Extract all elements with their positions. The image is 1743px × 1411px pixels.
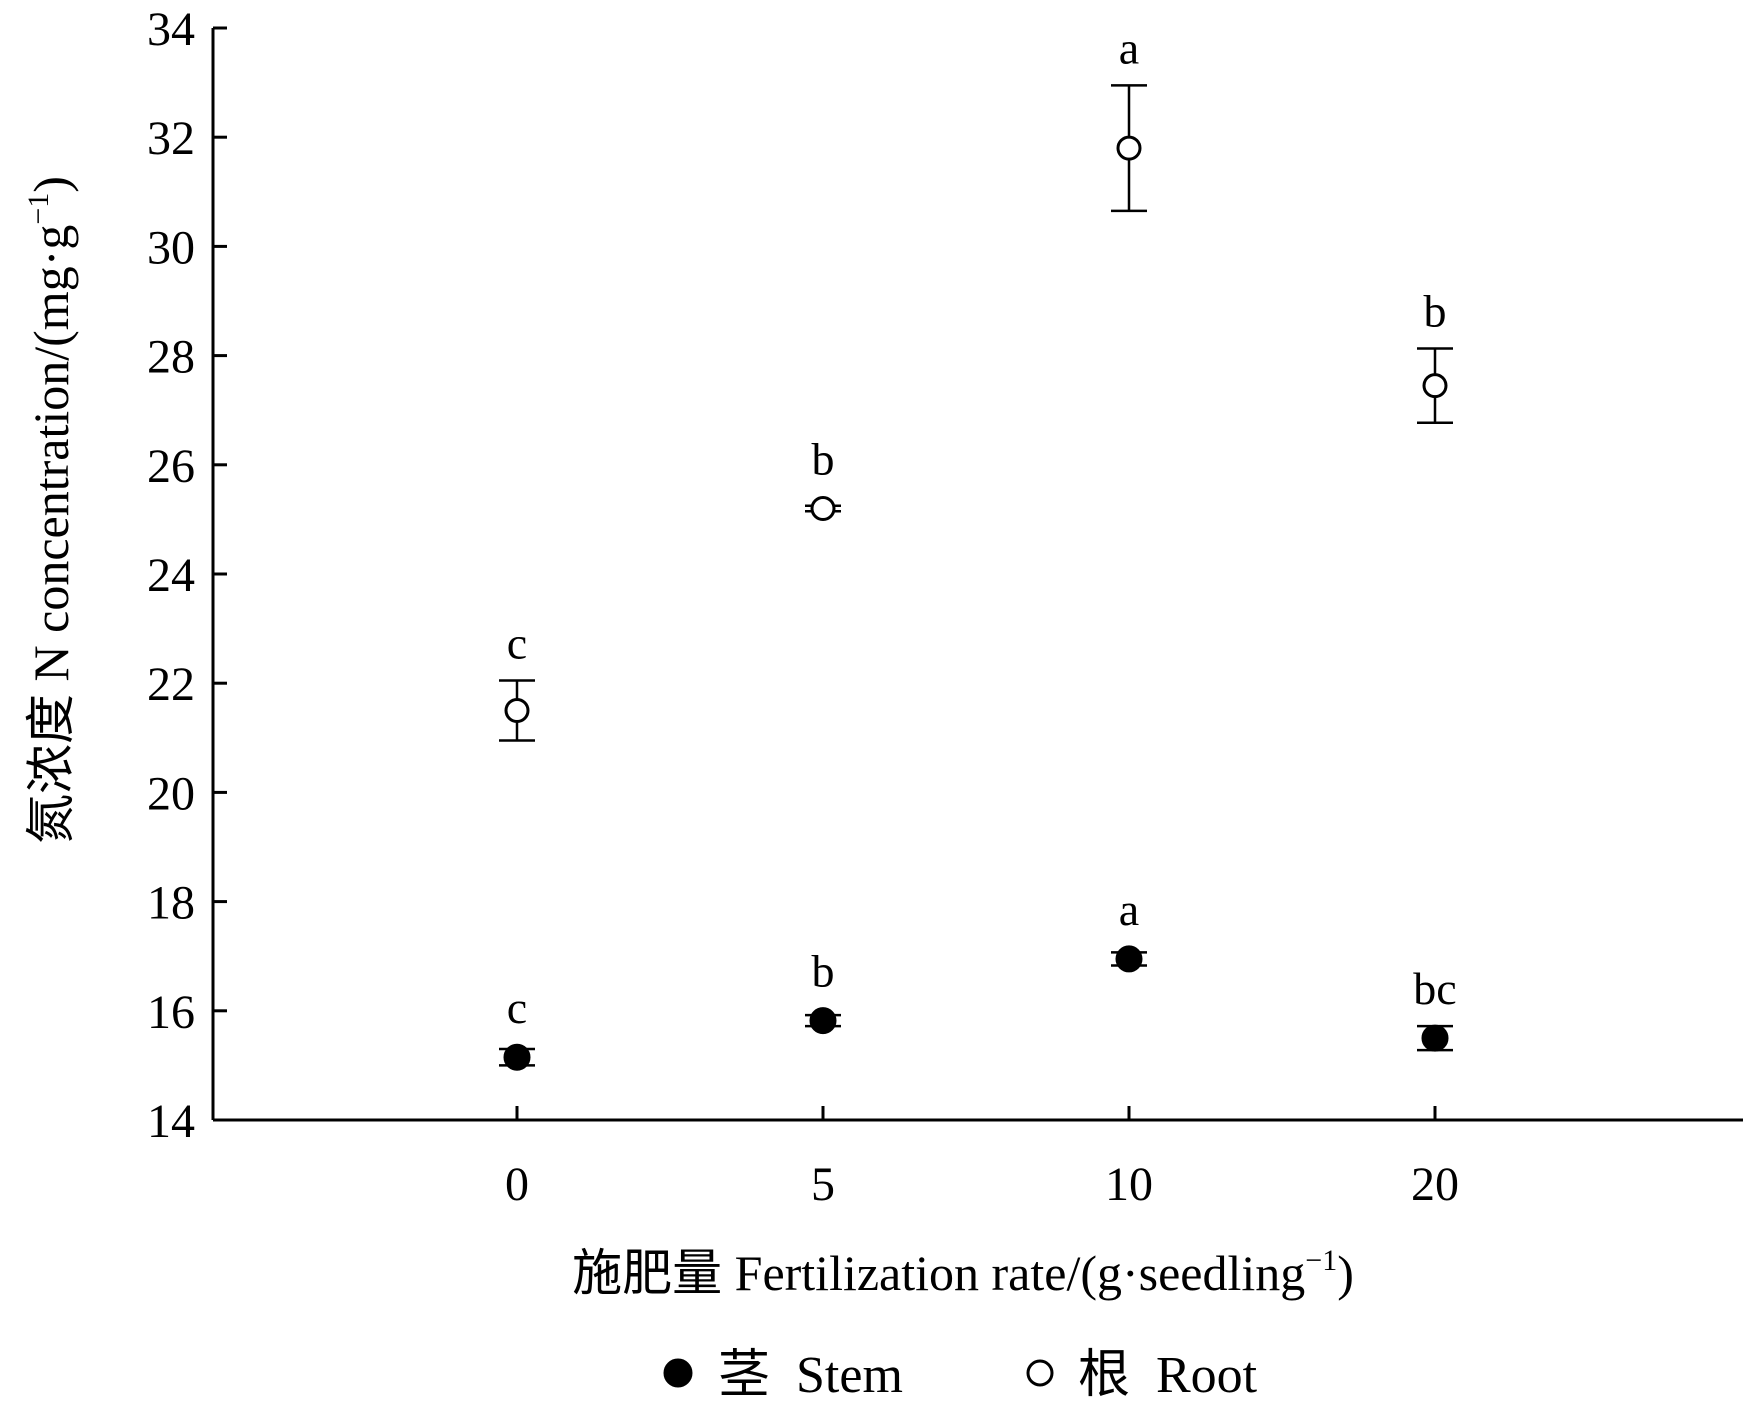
data-point-root bbox=[504, 698, 530, 723]
plot-area: c b a bc c b a b bbox=[499, 22, 1457, 1071]
x-tick-label: 20 bbox=[1411, 1158, 1459, 1211]
y-tick-label: 34 bbox=[147, 3, 195, 56]
x-tick-label: 5 bbox=[811, 1158, 835, 1211]
data-point-root bbox=[810, 495, 836, 521]
significance-label: b bbox=[1424, 286, 1447, 337]
y-tick-label: 16 bbox=[147, 986, 195, 1039]
y-ticks: 14 16 18 20 22 24 26 28 30 32 34 bbox=[147, 3, 227, 1148]
y-tick-label: 18 bbox=[147, 877, 195, 930]
data-point-stem bbox=[503, 1043, 531, 1071]
y-tick-label: 22 bbox=[147, 658, 195, 711]
x-ticks: 0 5 10 20 bbox=[505, 1106, 1459, 1211]
significance-label: b bbox=[812, 433, 835, 484]
legend-item-stem: 茎 Stem bbox=[663, 1347, 903, 1404]
series-root: c b a b bbox=[499, 22, 1453, 742]
data-point-stem bbox=[1421, 1024, 1449, 1052]
x-axis: 0 5 10 20 bbox=[213, 1106, 1743, 1211]
x-tick-label: 0 bbox=[505, 1158, 529, 1211]
significance-label: c bbox=[507, 982, 527, 1033]
legend-label-stem: 茎 Stem bbox=[718, 1347, 903, 1404]
legend-marker-root bbox=[1026, 1359, 1054, 1387]
significance-label: b bbox=[812, 946, 835, 997]
y-tick-label: 14 bbox=[147, 1095, 195, 1148]
y-tick-label: 30 bbox=[147, 221, 195, 274]
data-point-stem bbox=[1115, 945, 1143, 973]
significance-label: bc bbox=[1413, 963, 1456, 1014]
legend-item-root: 根 Root bbox=[1026, 1347, 1258, 1404]
y-tick-label: 28 bbox=[147, 331, 195, 384]
data-point-root bbox=[1116, 135, 1142, 161]
y-tick-label: 32 bbox=[147, 112, 195, 165]
significance-label: c bbox=[507, 617, 527, 668]
y-axis: 14 16 18 20 22 24 26 28 30 32 34 bbox=[147, 3, 227, 1148]
y-tick-label: 20 bbox=[147, 767, 195, 820]
data-point-stem bbox=[809, 1007, 837, 1035]
legend-label-root: 根 Root bbox=[1078, 1347, 1258, 1404]
y-tick-label: 26 bbox=[147, 440, 195, 493]
x-tick-label: 10 bbox=[1105, 1158, 1153, 1211]
data-point-root bbox=[1422, 373, 1448, 399]
significance-label: a bbox=[1119, 884, 1139, 935]
series-stem: c b a bc bbox=[499, 884, 1457, 1071]
y-axis-title: 氮浓度 N concentration/(mg·g−1) bbox=[22, 176, 79, 844]
significance-label: a bbox=[1119, 22, 1139, 73]
legend-marker-stem bbox=[663, 1358, 693, 1388]
y-tick-label: 24 bbox=[147, 549, 195, 602]
x-axis-title: 施肥量 Fertilization rate/(g·seedling−1) bbox=[572, 1244, 1354, 1301]
legend: 茎 Stem 根 Root bbox=[663, 1347, 1258, 1404]
